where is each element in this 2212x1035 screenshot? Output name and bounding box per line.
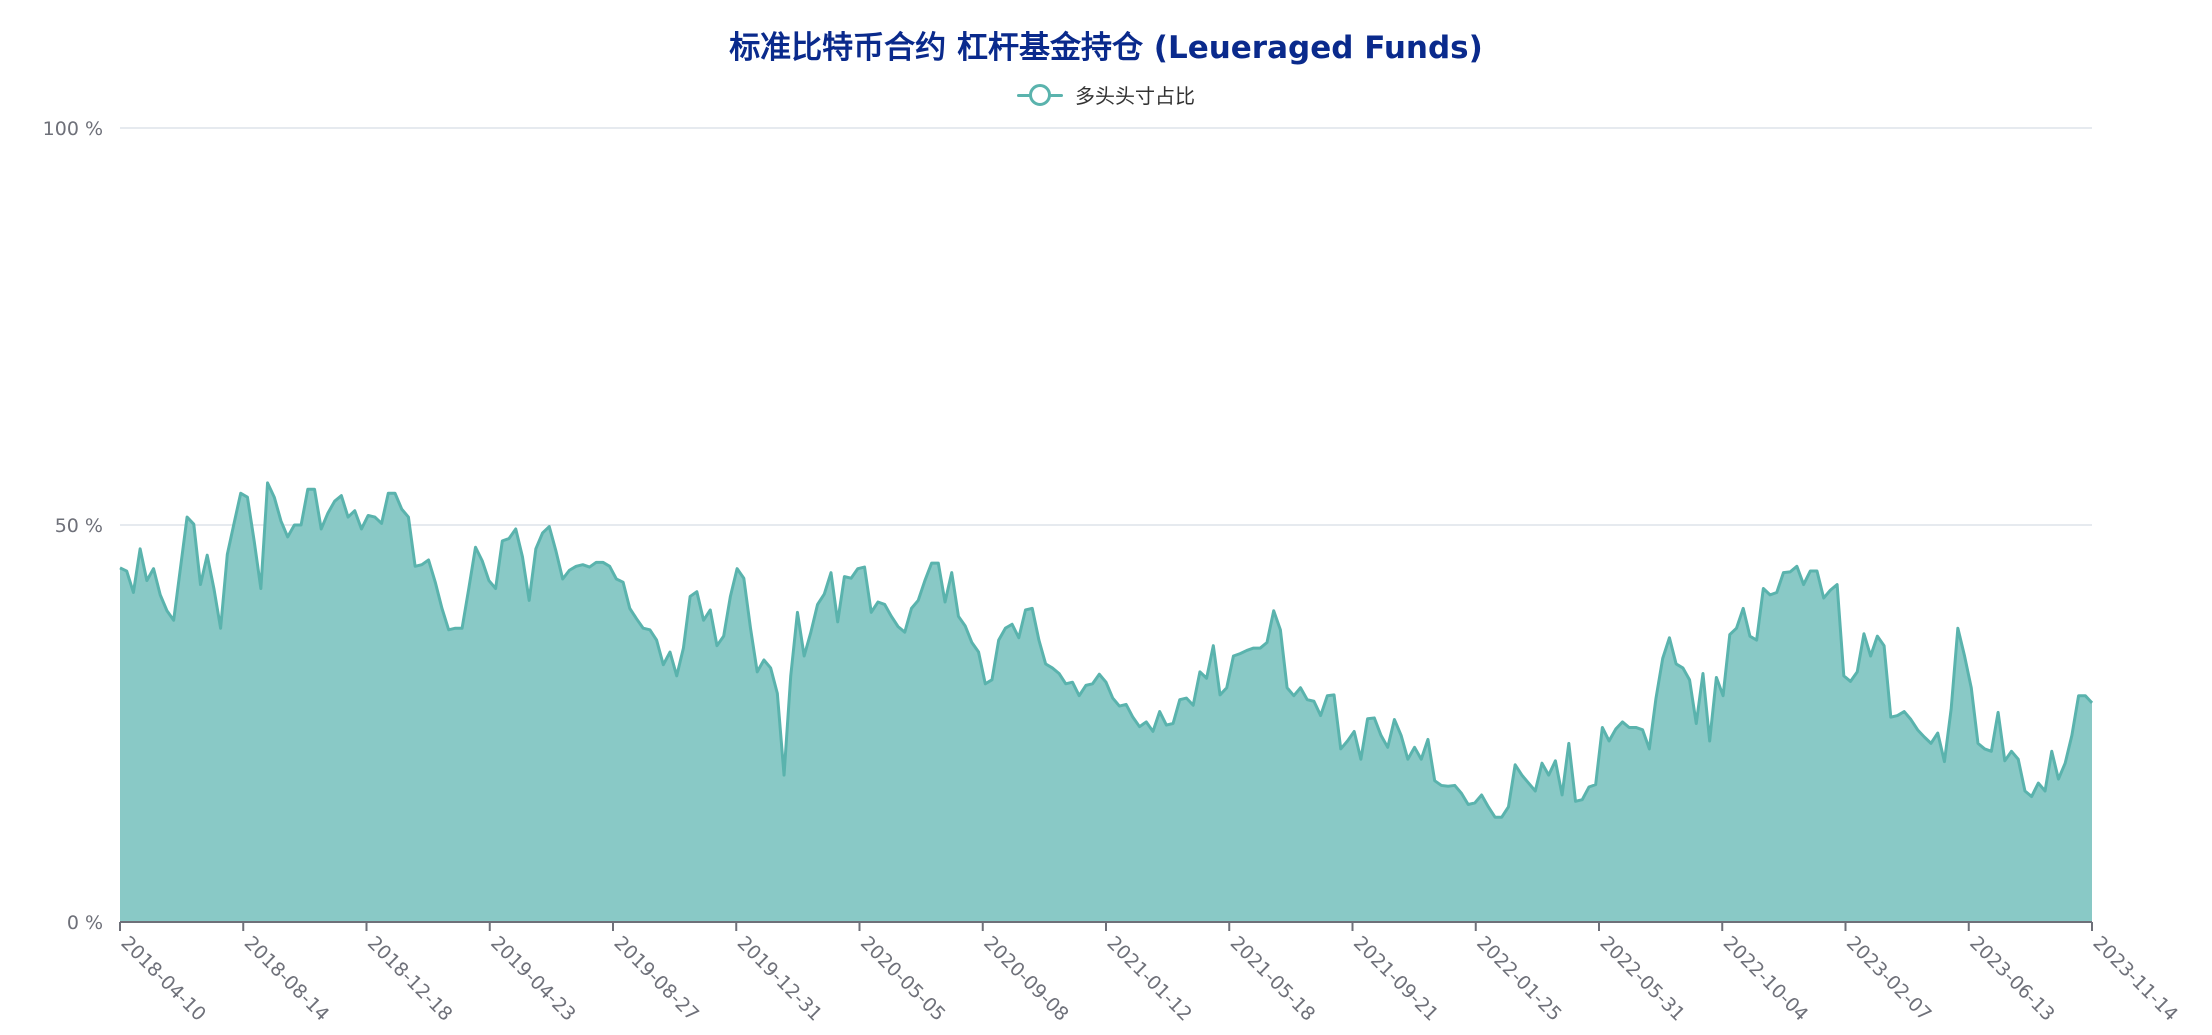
legend-label: 多头头寸占比: [1075, 84, 1195, 108]
x-tick-label: 2021-09-21: [1349, 932, 1443, 1026]
legend[interactable]: 多头头寸占比: [0, 80, 2212, 109]
y-axis-labels: 0 % 50 % 100 %: [43, 118, 103, 934]
x-tick-label: 2022-05-31: [1595, 932, 1689, 1026]
y-tick-label: 50 %: [55, 515, 103, 537]
x-tick-label: 2020-09-08: [979, 932, 1073, 1026]
x-tick-label: 2018-12-18: [363, 932, 457, 1026]
x-tick-label: 2019-08-27: [609, 932, 703, 1026]
grid-lines: [120, 127, 2092, 526]
chart-title: 标准比特币合约 杠杆基金持仓 (Leueraged Funds): [729, 30, 1483, 66]
x-tick-label: 2022-01-25: [1472, 932, 1566, 1026]
x-tick-label: 2021-05-18: [1226, 932, 1320, 1026]
x-tick-label: 2022-10-04: [1719, 932, 1813, 1026]
x-tick-label: 2018-04-10: [116, 932, 210, 1026]
x-tick-label: 2021-01-12: [1102, 932, 1196, 1026]
x-axis: 2018-04-10 2018-08-14 2018-12-18 2019-04-23…: [116, 921, 2182, 1026]
x-tick-label: 2023-11-14: [2088, 932, 2182, 1026]
x-tick-label: 2018-08-14: [240, 932, 334, 1026]
x-tick-label: 2023-02-07: [1842, 932, 1936, 1026]
y-tick-label: 100 %: [43, 118, 103, 140]
x-tick-label: 2023-06-13: [1965, 932, 2059, 1026]
series-line: [119, 481, 2094, 819]
x-tick-label: 2019-12-31: [733, 932, 827, 1026]
x-tick-label: 2019-04-23: [486, 932, 580, 1026]
series-area: [120, 482, 2092, 922]
y-tick-label: 0 %: [67, 912, 103, 934]
legend-marker-icon: [1017, 82, 1063, 108]
x-tick-label: 2020-05-05: [856, 932, 950, 1026]
